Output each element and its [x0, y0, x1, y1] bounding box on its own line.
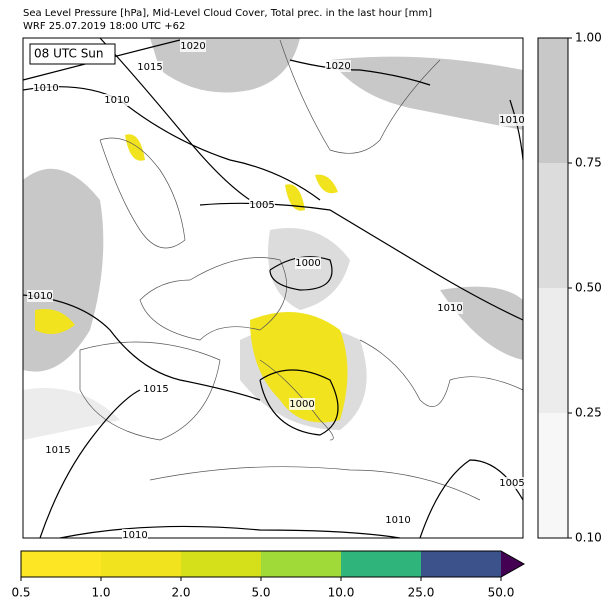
colorbar-tick-label: 50.0 — [488, 586, 515, 600]
colorbar-tick-label: 10.0 — [328, 586, 355, 600]
colorbar-extension — [501, 551, 524, 577]
colorbar-tick-label: 1.0 — [91, 586, 110, 600]
isobar-label-bg — [437, 302, 463, 314]
colorbar-segment — [101, 551, 181, 577]
isobar-label: 1010 — [27, 291, 52, 302]
isobar-label: 1015 — [143, 384, 168, 395]
isobar-label-bg — [325, 60, 351, 72]
time-label-box — [29, 43, 116, 65]
colorbar-segment — [538, 163, 568, 288]
isobar-label: 1015 — [45, 445, 70, 456]
cloud-colorbar: 0.10 0.25 0.50 0.75 1.00 — [537, 31, 602, 545]
isobar-labels: 1020 1015 1010 1010 1020 1010 1005 1000 1010 1010… — [27, 40, 525, 541]
isobar-label-bg — [33, 82, 59, 94]
colorbar-tick-label: 1.00 — [575, 31, 602, 45]
isobar-label-bg — [289, 398, 315, 410]
isobar-label: 1020 — [180, 41, 205, 52]
isobar-label: 1020 — [325, 61, 350, 72]
isobar-label-bg — [499, 114, 525, 126]
isobar-label-bg — [137, 61, 163, 73]
colorbar-segment — [341, 551, 421, 577]
colorbar-tick-label: 0.25 — [575, 406, 602, 420]
precip-colorbar: 0.5 1.0 2.0 5.0 10.0 25.0 50.0 — [11, 550, 526, 600]
colorbar-segment — [261, 551, 341, 577]
time-label: 08 UTC Sun — [34, 47, 104, 61]
title: Sea Level Pressure [hPa], Mid-Level Clou… — [23, 8, 432, 19]
isobar-label-bg — [143, 383, 169, 395]
isobar-label: 1005 — [249, 200, 274, 211]
isobar-label: 1010 — [437, 303, 462, 314]
colorbar-segment — [21, 551, 101, 577]
colorbar-segment — [538, 38, 568, 163]
colorbar-tick-label: 0.5 — [11, 586, 30, 600]
isobar-label-bg — [122, 529, 148, 541]
colorbar-segment — [181, 551, 261, 577]
isobar-label-bg — [295, 257, 321, 269]
colorbar-tick-label: 2.0 — [171, 586, 190, 600]
isobar-label-bg — [104, 94, 130, 106]
isobar-label: 1010 — [122, 530, 147, 541]
isobar-label: 1010 — [385, 515, 410, 526]
colorbar-tick-label: 0.50 — [575, 281, 602, 295]
precip-areas — [35, 134, 348, 423]
colorbar-segment — [538, 288, 568, 413]
isobar-label: 1000 — [289, 399, 314, 410]
colorbar-segment — [538, 413, 568, 538]
colorbar-tick-label: 25.0 — [408, 586, 435, 600]
subtitle: WRF 25.07.2019 18:00 UTC +62 — [23, 21, 185, 32]
isobar-label-bg — [499, 477, 525, 489]
isobar-label: 1005 — [499, 478, 524, 489]
isobar-label: 1015 — [137, 62, 162, 73]
isobar-label: 1000 — [295, 258, 320, 269]
isobar-label-bg — [27, 290, 53, 302]
map: 08 UTC Sun — [22, 37, 524, 539]
colorbar-tick-label: 5.0 — [251, 586, 270, 600]
isobar-label: 1010 — [104, 95, 129, 106]
colorbar-tick-label: 0.75 — [575, 156, 602, 170]
coastlines — [79, 39, 524, 501]
isobar-label: 1010 — [499, 115, 524, 126]
map-frame — [22, 37, 524, 539]
map-background — [23, 38, 523, 538]
colorbar-segment — [421, 551, 501, 577]
isobar-label-bg — [249, 199, 275, 211]
colorbar-frame — [20, 550, 526, 578]
isobar-label: 1010 — [33, 83, 58, 94]
colorbar-tick-label: 0.10 — [575, 531, 602, 545]
isobar-label-bg — [180, 40, 206, 52]
isobar-label-bg — [45, 444, 71, 456]
isobar-label-bg — [385, 514, 411, 526]
